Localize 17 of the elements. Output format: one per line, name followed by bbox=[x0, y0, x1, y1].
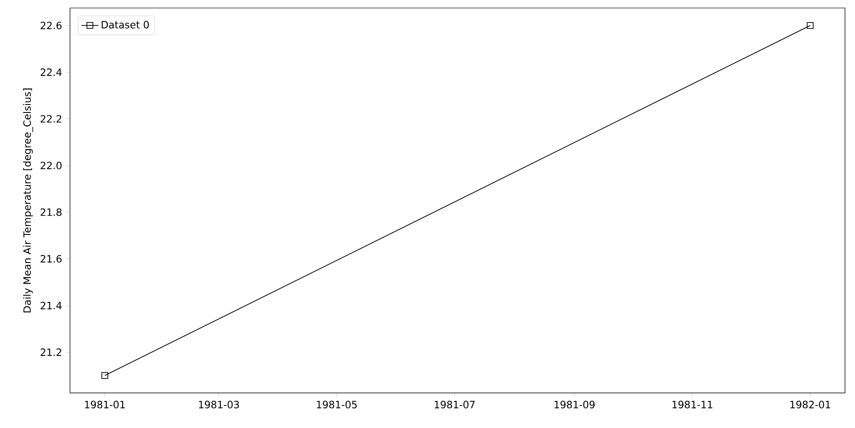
x-tick-label: 1981-07 bbox=[434, 400, 475, 408]
y-tick-label: 22.6 bbox=[40, 22, 62, 30]
x-tick-label: 1981-05 bbox=[316, 400, 357, 408]
legend-label: Dataset 0 bbox=[102, 20, 149, 28]
y-tick-label: 22.4 bbox=[40, 68, 62, 76]
x-tick-label: 1981-03 bbox=[199, 400, 239, 408]
x-tick-label: 1981-01 bbox=[85, 400, 125, 408]
y-axis-title: Daily Mean Air Temperature [degree_Celsius] bbox=[23, 88, 34, 312]
y-tick-label: 21.8 bbox=[40, 208, 62, 216]
y-tick-label: 21.6 bbox=[40, 255, 62, 263]
y-tick-label: 22.0 bbox=[40, 162, 62, 170]
x-tick-label: 1982-01 bbox=[790, 400, 830, 408]
x-tick-label: 1981-09 bbox=[554, 400, 595, 408]
x-tick-label: 1981-11 bbox=[672, 400, 712, 408]
y-tick-label: 21.2 bbox=[40, 348, 62, 356]
y-tick-label: 22.2 bbox=[40, 115, 62, 123]
y-tick-label: 21.4 bbox=[40, 302, 62, 310]
